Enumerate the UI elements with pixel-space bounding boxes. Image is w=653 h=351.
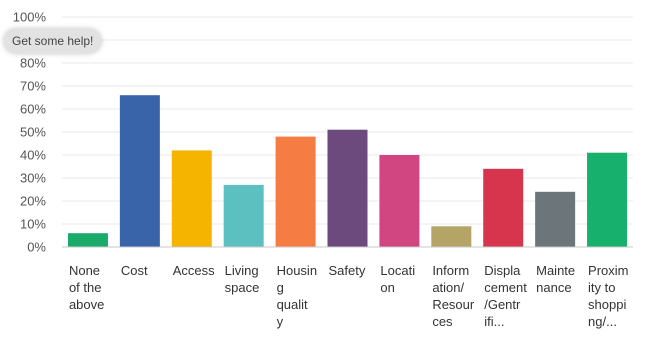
x-tick-label-line: shoppi [588,297,626,312]
y-tick-label: 0% [27,240,46,255]
y-tick-label: 80% [20,56,46,71]
x-tick-label-line: Proxim [588,263,628,278]
bar[interactable] [67,233,108,247]
x-tick-label-line: of the [69,280,102,295]
bar[interactable] [379,155,420,247]
x-tick-label-line: ation/ [432,280,464,295]
bars [67,95,628,247]
x-tick-label: Mainte nance [536,263,575,295]
help-tooltip[interactable]: Get some help! [4,29,102,53]
x-tick-label-line: Housin [277,263,317,278]
x-tick-label-line: /Gentr [484,297,521,312]
x-tick-label-line: Resour [432,297,475,312]
x-tick-label-line: cement [484,280,527,295]
bar[interactable] [119,95,160,247]
y-tick-label: 30% [20,171,46,186]
x-tick-label: Safety [329,263,366,278]
x-tick-label-line: y [277,314,284,329]
bar[interactable] [587,152,628,247]
help-tooltip-label[interactable]: Get some help! [12,34,94,48]
x-tick-label-line: Access [173,263,215,278]
y-tick-label: 70% [20,79,46,94]
x-tick-label-line: Living [225,263,259,278]
x-tick-label-line: Displa [484,263,521,278]
x-tick-label-line: qualit [277,297,308,312]
x-tick-label-line: ifi... [484,314,504,329]
x-tick-label-line: space [225,280,260,295]
y-tick-label: 60% [20,102,46,117]
y-tick-label: 100% [13,10,47,25]
x-tick-label: Locati on [380,263,415,295]
x-tick-label-line: ity to [588,280,615,295]
x-tick-label: Access [173,263,215,278]
x-tick-label-line: Safety [329,263,366,278]
x-tick-label: Housin g qualit y [277,263,317,329]
x-tick-label: None of the above [69,263,104,312]
x-tick-label: Proxim ity to shoppi ng/... [588,263,628,329]
y-tick-label: 10% [20,217,46,232]
x-tick-label-line: above [69,297,104,312]
x-tick-label: Displa cement/Gentr ifi... [484,263,527,329]
x-tick-label-line: Inform [432,263,469,278]
bar[interactable] [483,168,524,247]
x-tick-label-line: g [277,280,284,295]
x-tick-label-line: Mainte [536,263,575,278]
bar[interactable] [327,129,368,247]
y-axis-ticks: 0%10%20%30%40%50%60%70%80%90%100% [13,10,47,255]
y-tick-label: 20% [20,194,46,209]
x-tick-label-line: on [380,280,394,295]
x-tick-label-line: nance [536,280,571,295]
x-tick-label-line: ces [432,314,453,329]
x-tick-label-line: None [69,263,100,278]
y-tick-label: 50% [20,125,46,140]
bar[interactable] [223,184,264,247]
bar[interactable] [171,150,212,247]
x-tick-label-line: Cost [121,263,148,278]
x-tick-label-line: Locati [380,263,415,278]
bar[interactable] [535,191,576,247]
x-axis-labels: None of the above Cost Access Living space Hous… [69,263,629,329]
x-tick-label: Living space [225,263,260,295]
y-tick-label: 40% [20,148,46,163]
x-tick-label: Cost [121,263,148,278]
x-tick-label-line: ng/... [588,314,617,329]
bar[interactable] [431,226,472,247]
bar[interactable] [275,136,316,247]
x-tick-label: Inform ation/Resour ces [432,263,475,329]
